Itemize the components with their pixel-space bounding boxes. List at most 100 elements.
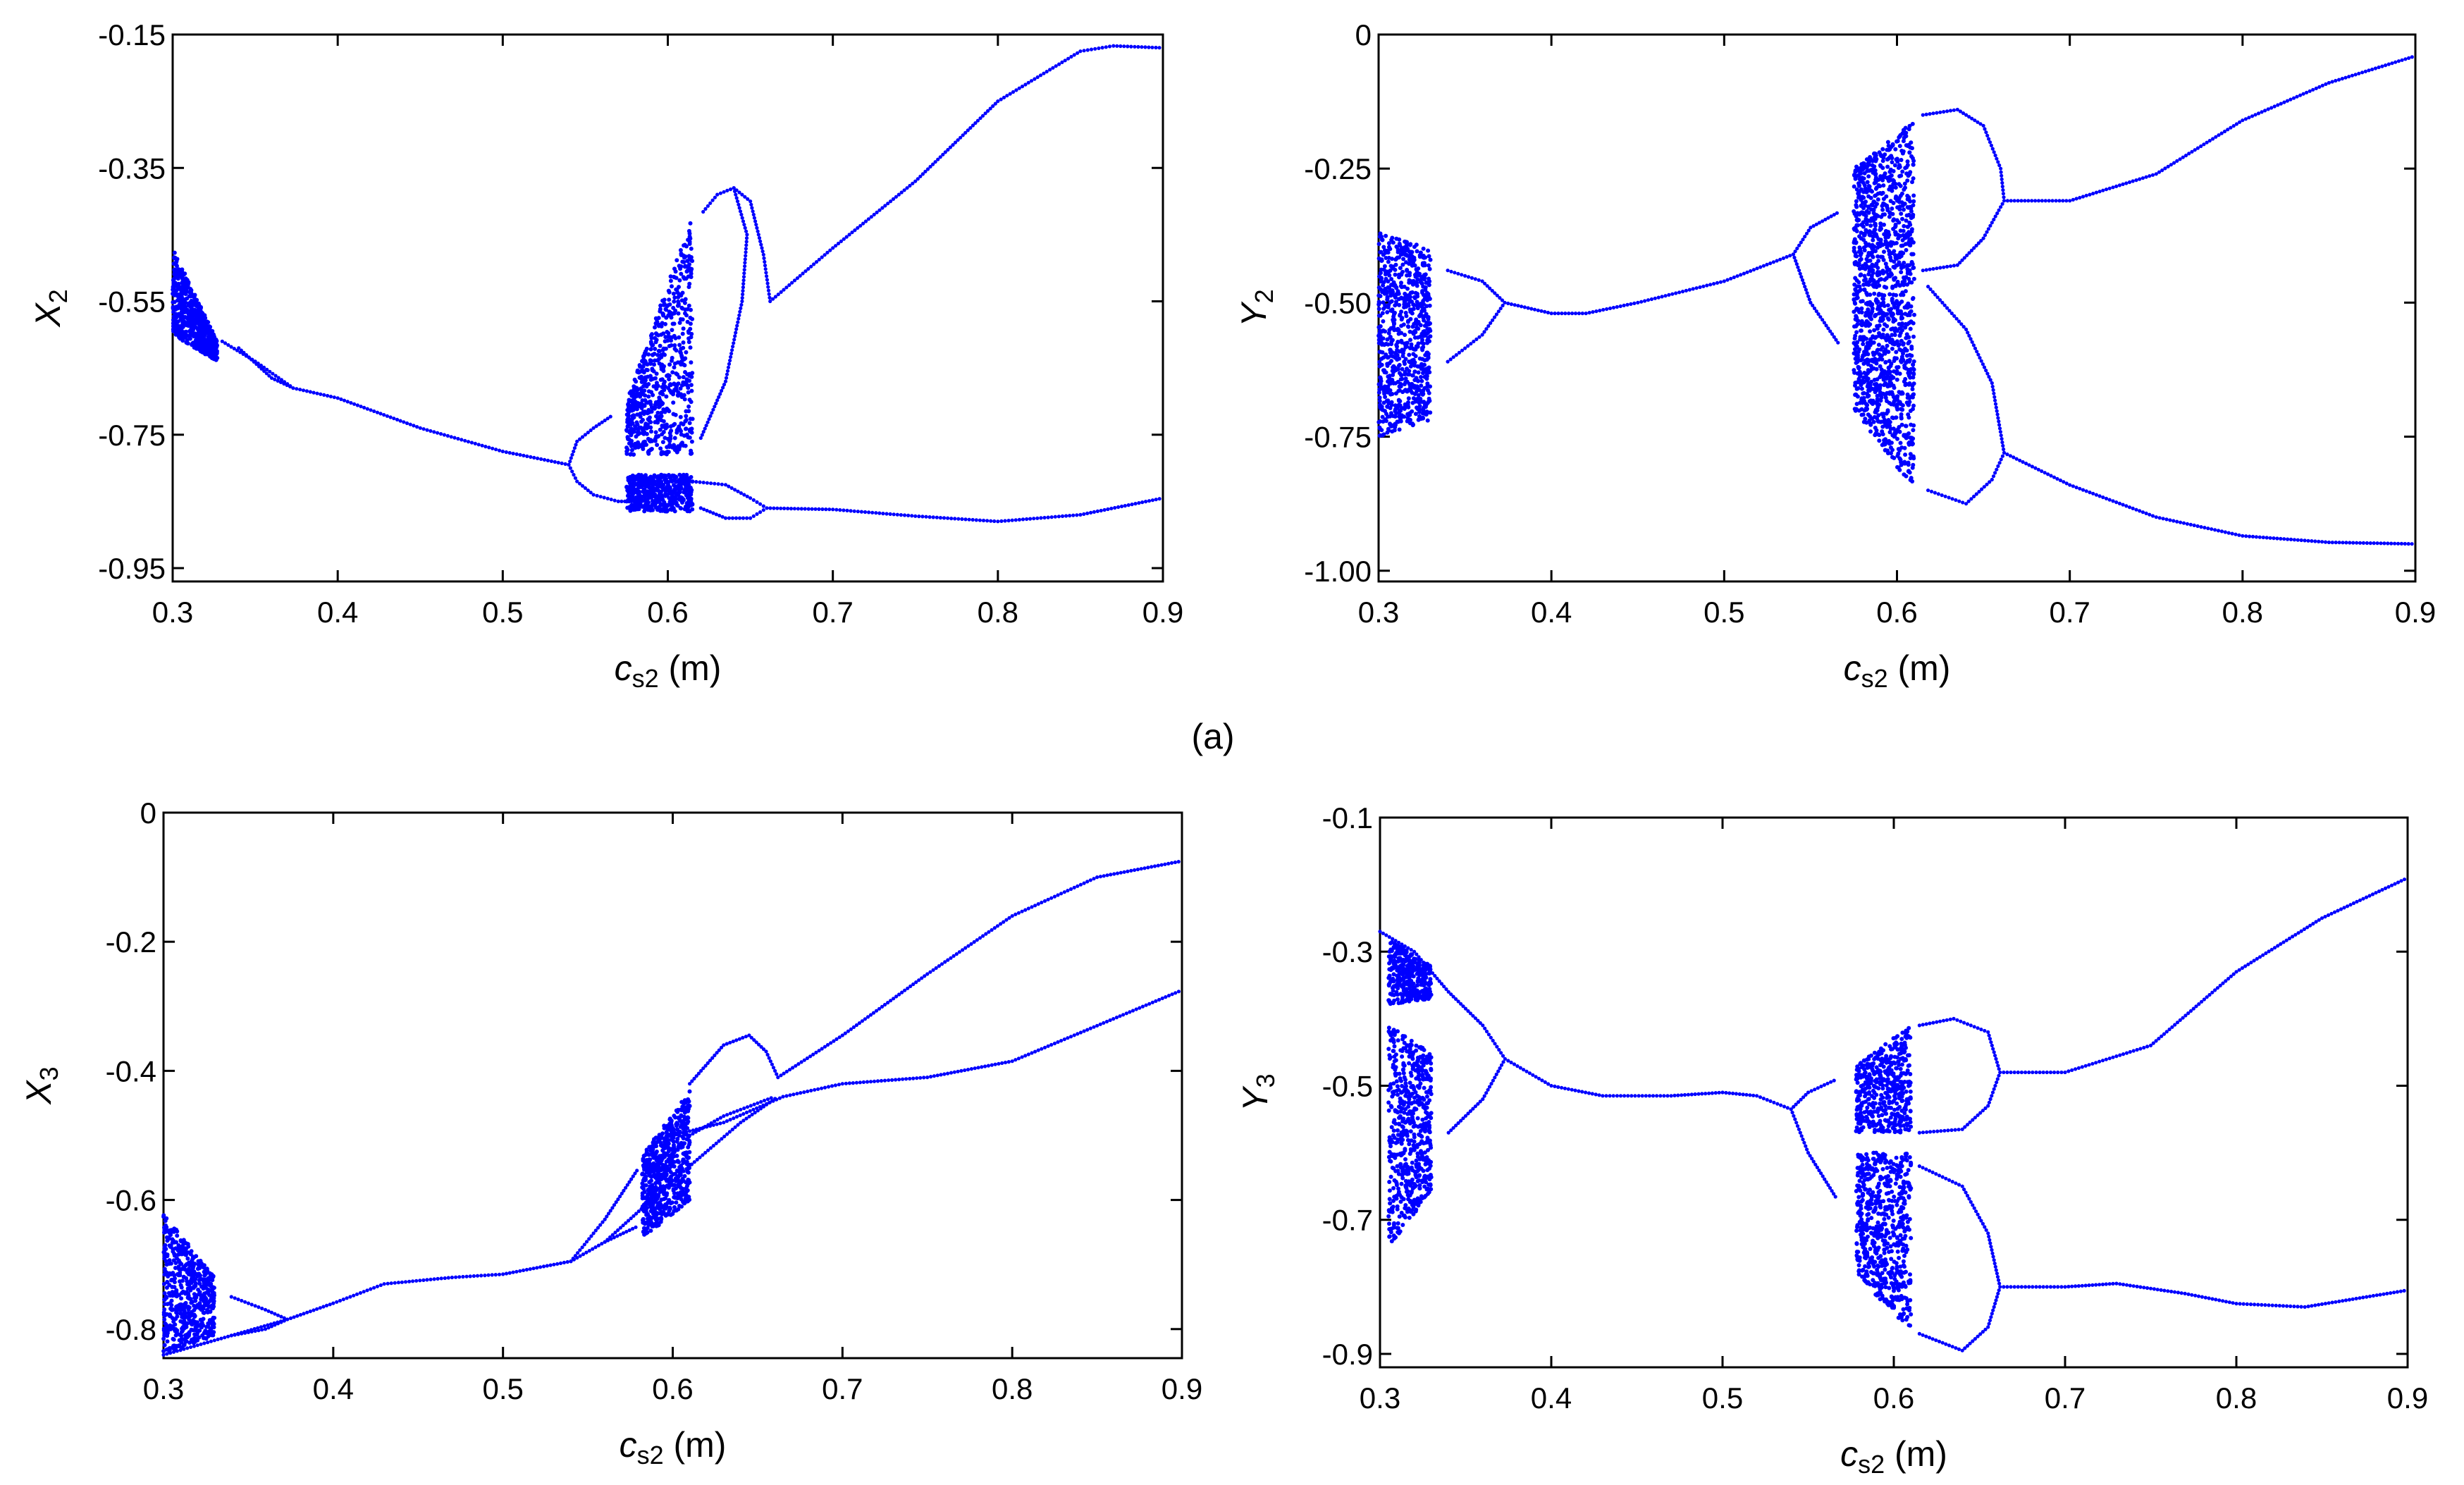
data-point	[1857, 177, 1862, 182]
data-point	[729, 486, 734, 491]
data-point	[686, 303, 691, 308]
data-point	[1898, 228, 1903, 233]
data-point	[643, 359, 648, 364]
data-point	[1861, 190, 1866, 195]
data-point	[905, 186, 909, 190]
data-point	[648, 374, 653, 378]
data-point	[1413, 354, 1418, 359]
data-point	[2330, 80, 2334, 84]
data-point	[634, 476, 639, 480]
data-point	[2311, 87, 2315, 92]
data-point	[1911, 159, 1916, 164]
data-point	[684, 472, 689, 477]
data-point	[735, 324, 739, 328]
data-point	[743, 261, 747, 265]
data-point	[895, 512, 899, 517]
data-point	[660, 440, 665, 445]
data-point	[1857, 369, 1862, 374]
data-point	[1885, 176, 1890, 181]
data-point	[751, 498, 756, 503]
data-point	[1880, 254, 1885, 259]
data-point	[630, 400, 635, 405]
data-point	[2337, 541, 2341, 545]
data-point	[1396, 364, 1401, 368]
data-point	[1904, 213, 1909, 218]
data-point	[1396, 331, 1401, 336]
data-point	[672, 321, 677, 326]
data-point	[1873, 180, 1878, 185]
data-point	[1109, 506, 1114, 511]
data-point	[586, 431, 590, 435]
data-point	[755, 500, 759, 505]
data-point	[683, 297, 688, 302]
data-point	[1926, 488, 1930, 493]
data-point	[1873, 193, 1878, 198]
data-point	[680, 440, 684, 445]
data-point	[2140, 510, 2145, 514]
data-point	[1803, 235, 1807, 239]
data-point	[658, 427, 663, 432]
data-point	[863, 510, 868, 514]
data-point	[798, 273, 802, 278]
data-point	[1397, 297, 1401, 302]
data-point	[1891, 292, 1896, 297]
data-point	[2168, 518, 2172, 522]
data-point	[687, 428, 692, 432]
data-point	[2121, 182, 2125, 186]
data-point	[1999, 457, 2003, 462]
data-point	[1376, 307, 1381, 312]
data-point	[392, 417, 396, 421]
data-point	[2071, 197, 2075, 202]
data-point	[267, 374, 271, 378]
data-point	[627, 398, 632, 402]
data-point	[487, 445, 491, 450]
data-point	[1999, 433, 2003, 438]
data-point	[658, 390, 663, 395]
data-point	[491, 446, 495, 450]
data-point	[1694, 286, 1699, 290]
data-point	[1794, 262, 1799, 266]
data-point	[1491, 318, 1495, 322]
x-axis-label: cs2 (m)	[1844, 648, 1951, 693]
data-point	[1381, 419, 1386, 424]
data-point	[1402, 382, 1407, 387]
data-point	[913, 514, 918, 518]
data-point	[631, 390, 636, 395]
data-point	[661, 331, 666, 336]
data-point	[676, 311, 681, 316]
data-point	[671, 412, 676, 417]
data-point	[1985, 230, 1989, 234]
data-point	[279, 378, 283, 382]
data-point	[1407, 249, 1412, 254]
data-point	[226, 343, 230, 347]
data-point	[569, 456, 573, 460]
data-point	[2012, 455, 2016, 460]
data-point	[1384, 233, 1388, 238]
data-point	[717, 395, 721, 400]
data-point	[663, 346, 668, 351]
data-point	[1861, 166, 1866, 171]
data-point	[646, 389, 651, 394]
data-point	[1100, 46, 1104, 50]
data-point	[820, 507, 825, 512]
data-point	[736, 489, 740, 493]
data-point	[1876, 343, 1881, 347]
data-point	[189, 290, 194, 295]
data-point	[688, 315, 693, 320]
data-point	[1129, 44, 1133, 49]
data-point	[711, 511, 715, 515]
data-point	[684, 481, 689, 486]
data-point	[674, 287, 679, 292]
data-point	[1803, 285, 1807, 289]
data-point	[567, 462, 571, 467]
data-point	[1985, 371, 1990, 376]
data-point	[743, 226, 747, 230]
data-point	[672, 436, 677, 440]
data-point	[2400, 58, 2404, 62]
data-point	[2317, 85, 2322, 89]
data-point	[339, 397, 343, 402]
data-point	[2334, 541, 2338, 545]
data-point	[2150, 173, 2155, 177]
data-point	[684, 377, 689, 382]
